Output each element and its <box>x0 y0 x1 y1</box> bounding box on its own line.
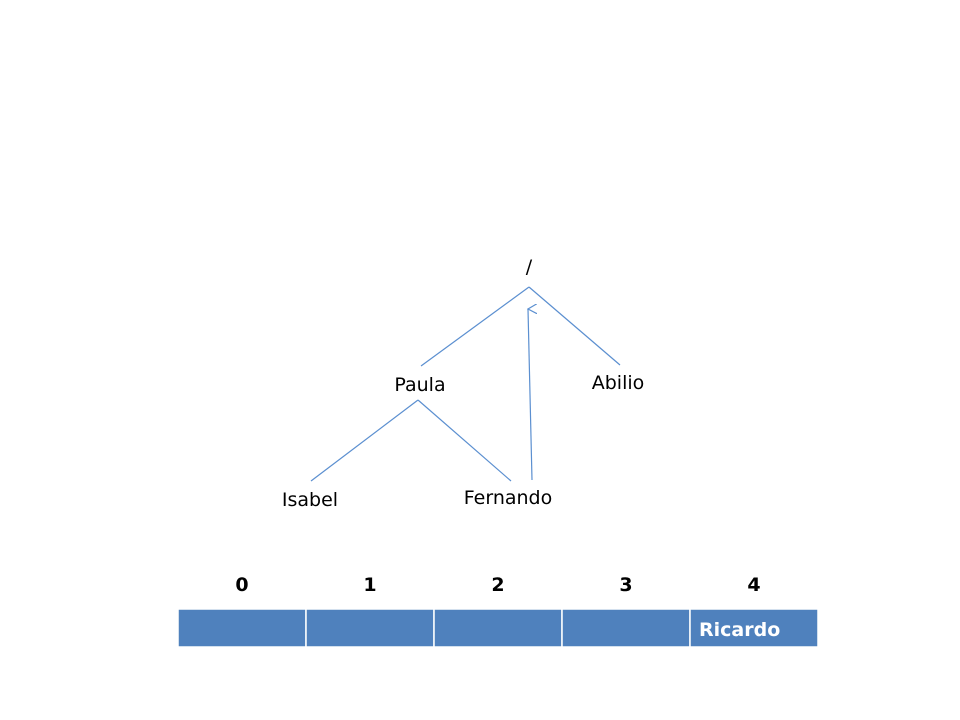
array-index-2: 2 <box>491 574 504 596</box>
node-root: / <box>526 256 533 278</box>
node-isabel: Isabel <box>282 489 338 511</box>
array-index-0: 0 <box>235 574 248 596</box>
edge-root-paula <box>420 286 530 367</box>
array-cell-1 <box>305 608 435 648</box>
array-cell-0 <box>177 608 307 648</box>
node-abilio: Abilio <box>592 372 645 394</box>
edge-paula-fernando <box>417 399 512 482</box>
array-cell-4 <box>689 608 819 648</box>
array-row <box>177 608 819 648</box>
array-index-1: 1 <box>363 574 376 596</box>
arrow-fernando-to-root <box>528 309 532 481</box>
array-cell-4-label: Ricardo <box>699 619 780 641</box>
node-paula: Paula <box>394 374 445 396</box>
node-fernando: Fernando <box>464 487 552 509</box>
array-cell-3 <box>561 608 691 648</box>
array-index-4: 4 <box>747 574 760 596</box>
edge-root-abilio <box>528 286 621 366</box>
edge-paula-isabel <box>310 399 419 482</box>
array-index-3: 3 <box>619 574 632 596</box>
array-cell-2 <box>433 608 563 648</box>
